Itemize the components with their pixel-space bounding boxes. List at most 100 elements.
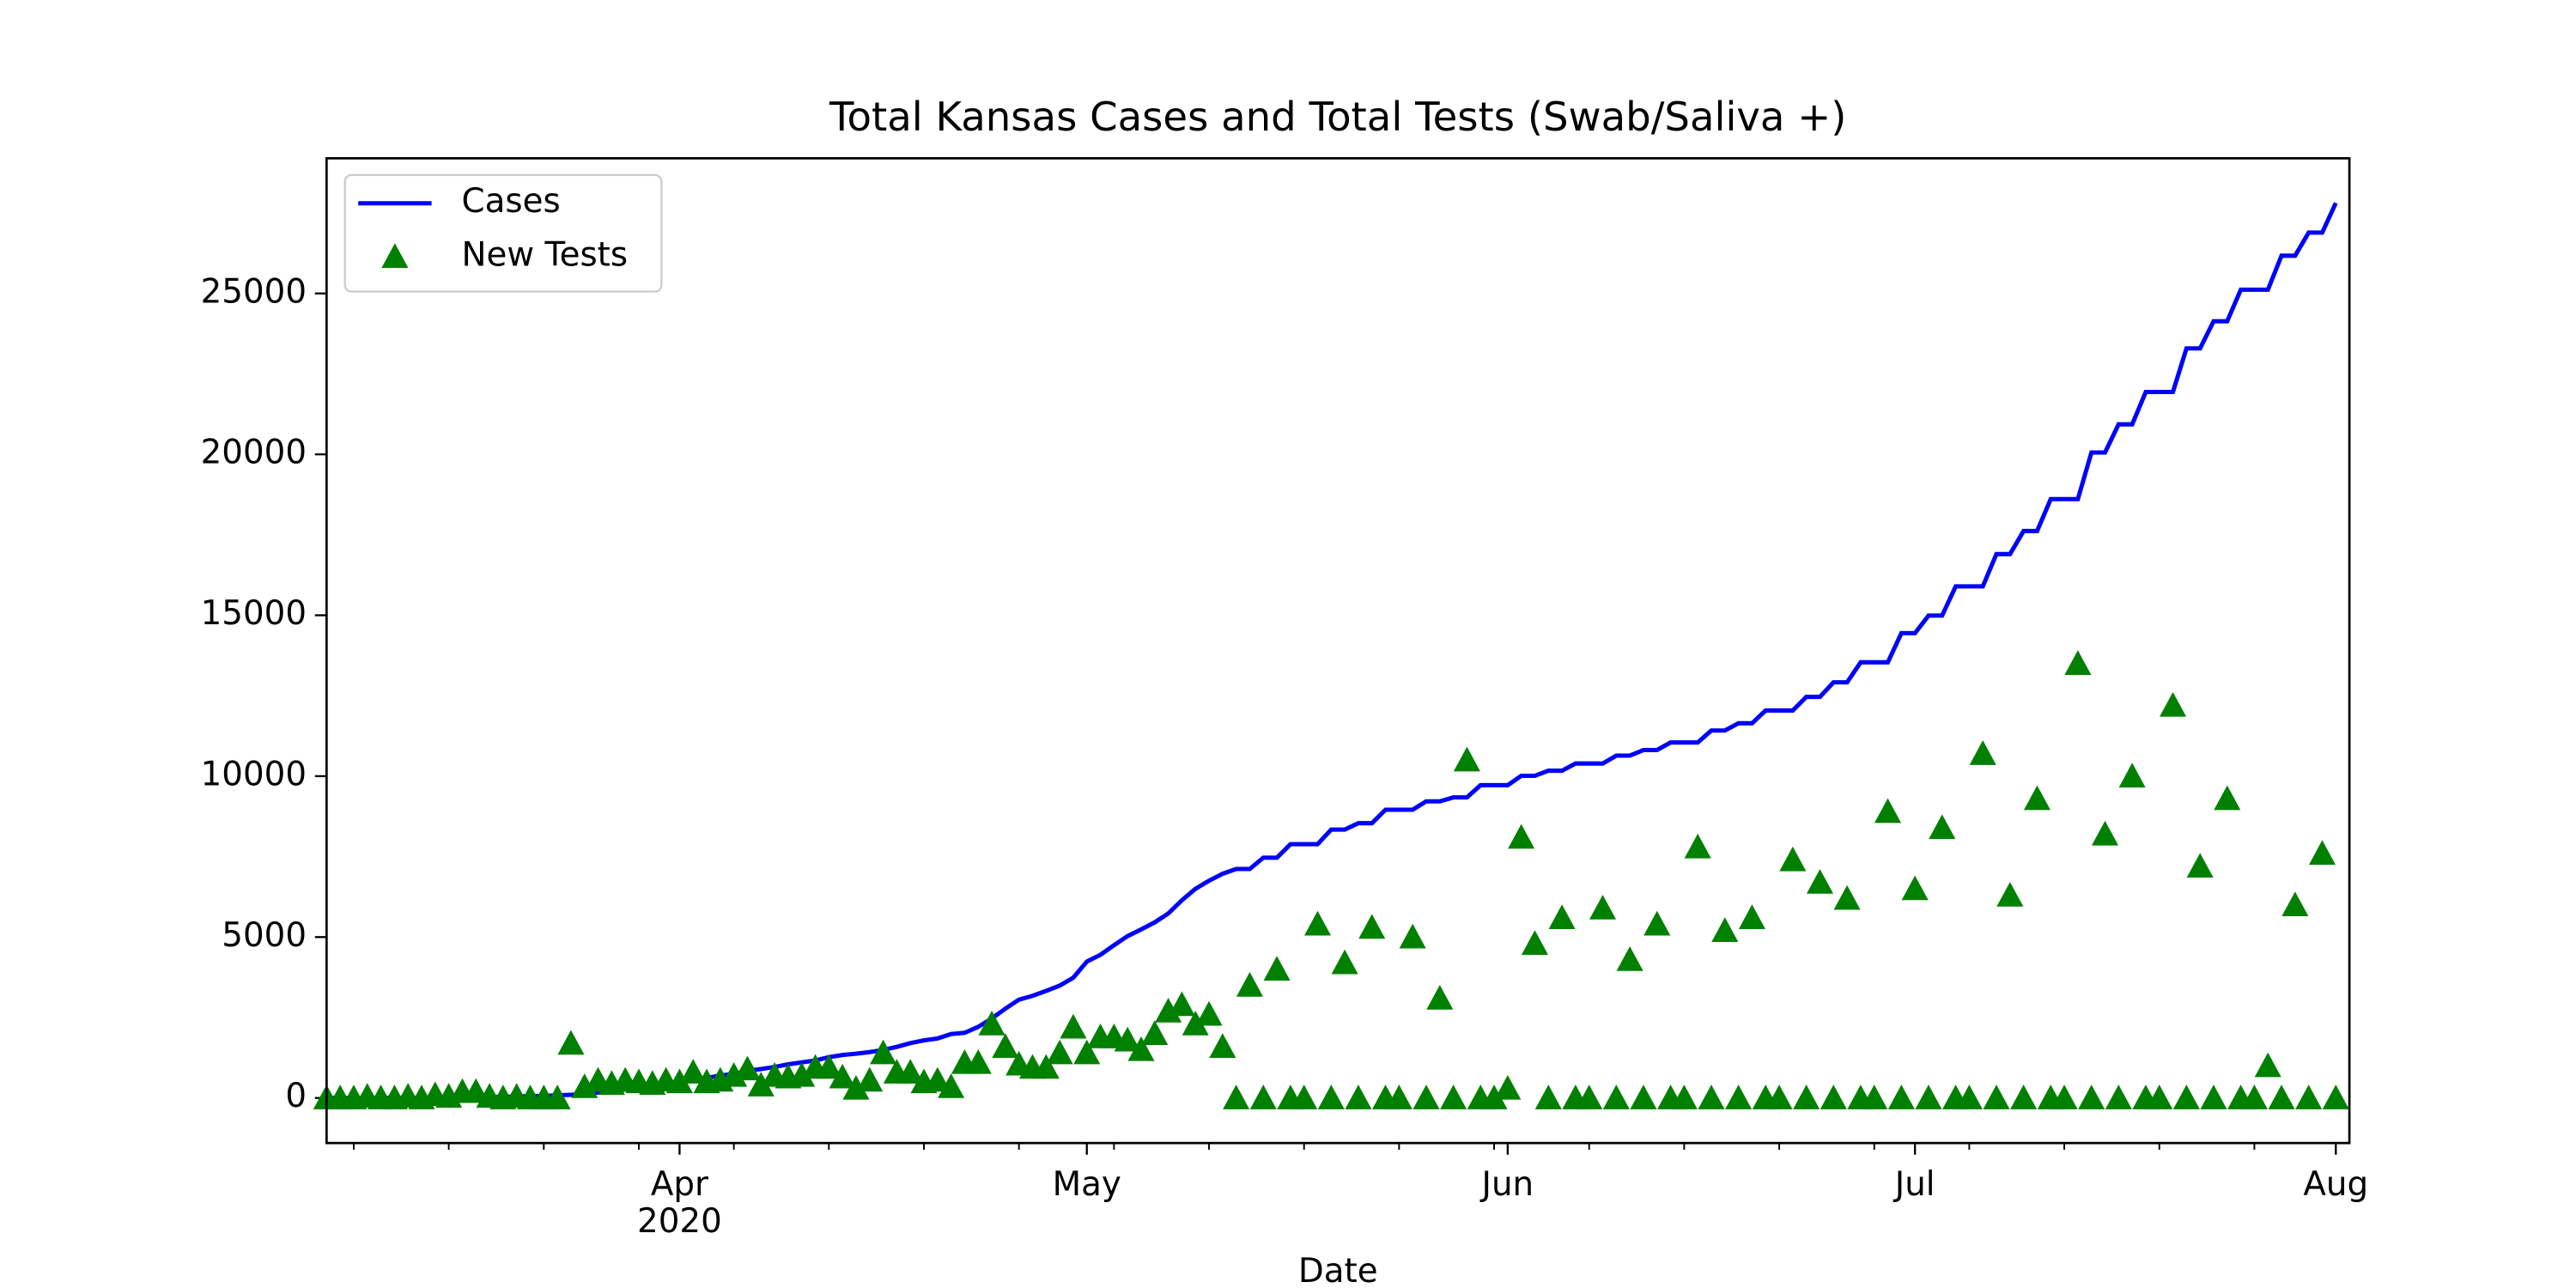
test-marker	[1345, 1084, 1372, 1109]
test-marker	[1317, 1084, 1345, 1109]
test-marker	[2308, 840, 2336, 866]
test-marker	[1996, 882, 2024, 907]
test-marker	[1670, 1084, 1698, 1109]
test-marker	[1983, 1084, 2010, 1109]
test-marker	[1073, 1039, 1101, 1065]
test-marker	[2281, 891, 2309, 917]
test-marker	[1060, 1013, 1087, 1039]
test-marker	[2240, 1084, 2268, 1109]
test-marker	[2254, 1052, 2281, 1078]
test-marker	[1887, 1084, 1915, 1109]
test-marker	[1548, 904, 1576, 930]
test-marker	[2118, 762, 2146, 788]
test-marker	[665, 1068, 693, 1094]
test-marker	[1046, 1039, 1073, 1065]
test-marker	[1155, 997, 1182, 1023]
test-marker	[2023, 785, 2050, 811]
x-axis-label: Date	[1298, 1252, 1378, 1288]
test-marker	[720, 1061, 748, 1087]
legend-label: Cases	[462, 182, 561, 221]
test-marker	[1399, 923, 1426, 949]
test-marker	[1725, 1084, 1753, 1109]
test-marker	[1929, 814, 1956, 840]
test-marker	[1195, 1000, 1223, 1026]
y-tick-label: 20000	[201, 434, 307, 472]
test-marker	[815, 1054, 842, 1079]
test-marker	[1806, 869, 1834, 894]
test-marker	[1589, 895, 1617, 920]
test-marker	[2295, 1084, 2323, 1109]
test-marker	[1630, 1084, 1657, 1109]
test-marker	[978, 1010, 1005, 1036]
test-marker	[1521, 930, 1548, 956]
test-marker	[1263, 956, 1291, 981]
test-marker	[1114, 1026, 1141, 1052]
test-marker	[1779, 846, 1807, 872]
test-marker	[733, 1055, 761, 1081]
test-marker	[1820, 1084, 1847, 1109]
test-marker	[571, 1073, 598, 1098]
test-marker	[1303, 910, 1332, 936]
test-marker	[1426, 985, 1454, 1010]
test-marker	[1508, 823, 1535, 849]
test-marker	[1901, 875, 1929, 901]
test-marker	[1236, 972, 1263, 997]
test-marker	[938, 1073, 965, 1098]
test-marker	[1032, 1054, 1060, 1079]
x-tick-label: Jul	[1893, 1165, 1935, 1204]
test-marker	[1331, 949, 1358, 975]
y-tick-label: 5000	[222, 916, 307, 955]
test-marker	[2214, 785, 2241, 811]
test-marker	[829, 1063, 856, 1089]
test-marker	[1643, 910, 1671, 936]
test-marker	[1738, 904, 1765, 930]
test-marker	[1223, 1084, 1250, 1109]
test-marker	[992, 1033, 1019, 1058]
test-marker	[1182, 1010, 1209, 1036]
test-marker	[2010, 1084, 2038, 1109]
test-marker	[1861, 1084, 1888, 1109]
test-marker	[2172, 1084, 2200, 1109]
test-marker	[1833, 884, 1861, 910]
test-marker	[1249, 1084, 1277, 1109]
plot-frame	[325, 156, 2351, 1145]
test-marker	[1440, 1084, 1467, 1109]
x-tick-label: Jun	[1479, 1165, 1534, 1204]
test-marker	[2186, 853, 2214, 878]
x-year-label: 2020	[637, 1202, 722, 1241]
test-marker	[1358, 914, 1386, 939]
test-marker	[1793, 1084, 1820, 1109]
test-marker	[870, 1039, 897, 1065]
test-marker	[2064, 650, 2092, 675]
test-marker	[1765, 1084, 1793, 1109]
y-tick-label: 10000	[201, 755, 307, 793]
test-marker	[964, 1048, 992, 1074]
x-tick-label: May	[1053, 1165, 1121, 1204]
test-marker	[1711, 917, 1739, 943]
test-marker	[1209, 1033, 1236, 1058]
test-marker	[1534, 1084, 1562, 1109]
test-marker	[2322, 1084, 2349, 1109]
test-marker	[1413, 1084, 1440, 1109]
test-marker	[1168, 991, 1195, 1017]
legend-marker	[381, 243, 409, 269]
test-marker	[1291, 1084, 1318, 1109]
x-tick-label: Aug	[2303, 1165, 2368, 1204]
test-marker	[747, 1072, 775, 1097]
test-marker	[1127, 1036, 1155, 1061]
test-marker	[1969, 740, 1996, 765]
test-marker	[1955, 1084, 1983, 1109]
test-marker	[1602, 1084, 1630, 1109]
test-marker	[1453, 746, 1480, 772]
test-marker	[544, 1084, 571, 1109]
test-marker	[856, 1066, 884, 1092]
legend-label: New Tests	[462, 235, 629, 274]
test-marker	[2078, 1084, 2105, 1109]
chart-title: Total Kansas Cases and Total Tests (Swab…	[829, 94, 1846, 140]
test-marker	[2268, 1084, 2295, 1109]
test-marker	[1915, 1084, 1942, 1109]
x-tick-label: Apr	[651, 1165, 708, 1204]
test-marker	[842, 1074, 870, 1100]
test-marker	[1874, 798, 1902, 823]
